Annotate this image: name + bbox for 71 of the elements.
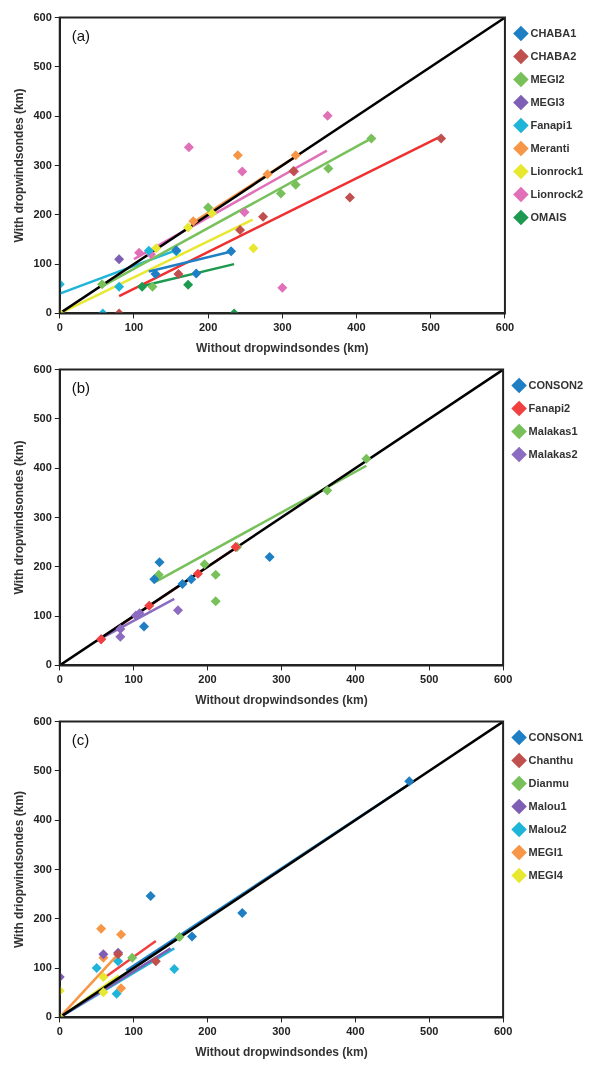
legend-label: CONSON1 xyxy=(528,730,584,743)
y-tick-label: 500 xyxy=(33,59,52,72)
x-tick-label: 600 xyxy=(493,1025,513,1038)
annotation: (b) xyxy=(71,379,91,397)
y-tick-label: 100 xyxy=(33,609,52,622)
legend-label: CHABA2 xyxy=(530,49,577,62)
y-tick-label: 200 xyxy=(33,207,52,220)
y-axis-title: With driopwindsondes (km) xyxy=(11,790,26,949)
y-axis-title: With dropwindsondes (km) xyxy=(11,88,26,243)
x-tick-label: 100 xyxy=(124,1025,143,1038)
x-tick-label: 200 xyxy=(198,1025,217,1038)
legend-label: CHABA1 xyxy=(530,26,577,39)
y-axis-title: With dropwindsondes (km) xyxy=(11,440,26,595)
legend-label: Chanthu xyxy=(528,753,574,766)
y-tick-label: 100 xyxy=(33,257,52,270)
x-tick-label: 200 xyxy=(198,673,217,686)
legend-label: Fanapi1 xyxy=(530,118,573,131)
x-tick-label: 500 xyxy=(420,673,439,686)
legend-label: Fanapi2 xyxy=(528,401,571,414)
y-tick-label: 100 xyxy=(33,961,52,974)
x-tick-label: 400 xyxy=(346,1025,365,1038)
legend-label: Dianmu xyxy=(528,776,569,789)
y-tick-label: 600 xyxy=(33,714,52,727)
x-tick-label: 0 xyxy=(56,321,63,334)
x-axis-title: Without dropwindsondes (km) xyxy=(196,341,369,356)
legend-label: MEGI2 xyxy=(530,72,565,85)
x-tick-label: 0 xyxy=(56,673,63,686)
legend-label: Lionrock1 xyxy=(530,164,584,177)
y-tick-label: 300 xyxy=(33,510,52,523)
y-tick-label: 600 xyxy=(33,362,52,375)
y-tick-label: 400 xyxy=(33,109,52,122)
x-tick-label: 200 xyxy=(198,321,218,334)
legend-label: Malakas1 xyxy=(528,424,578,437)
x-tick-label: 300 xyxy=(272,1025,291,1038)
y-tick-label: 0 xyxy=(45,1010,52,1023)
legend-label: Malakas2 xyxy=(528,447,578,460)
y-tick-label: 0 xyxy=(45,658,52,671)
y-tick-label: 0 xyxy=(45,306,52,319)
y-tick-label: 600 xyxy=(33,10,52,23)
legend-label: Malou1 xyxy=(528,799,567,812)
legend-label: Lionrock2 xyxy=(530,187,584,200)
legend-label: OMAIS xyxy=(530,210,567,223)
x-tick-label: 500 xyxy=(420,1025,439,1038)
x-tick-label: 100 xyxy=(124,673,143,686)
x-tick-label: 500 xyxy=(421,321,440,334)
legend-label: Meranti xyxy=(530,141,570,154)
legend-label: MEGI3 xyxy=(530,95,565,108)
x-tick-label: 300 xyxy=(272,673,291,686)
x-tick-label: 0 xyxy=(56,1025,63,1038)
x-tick-label: 400 xyxy=(346,673,365,686)
x-tick-label: 400 xyxy=(347,321,366,334)
x-axis-title: Without dropwindsondes (km) xyxy=(195,1045,368,1060)
y-tick-label: 200 xyxy=(33,911,52,924)
legend-label: Malou2 xyxy=(528,822,567,835)
annotation: (a) xyxy=(71,27,91,45)
y-tick-label: 300 xyxy=(33,862,52,875)
y-tick-label: 400 xyxy=(33,813,52,826)
x-tick-label: 300 xyxy=(273,321,292,334)
x-tick-label: 600 xyxy=(495,321,515,334)
x-axis-title: Without dropwindsondes (km) xyxy=(195,693,368,708)
y-tick-label: 400 xyxy=(33,461,52,474)
x-tick-label: 600 xyxy=(493,673,513,686)
legend-label: MEGI4 xyxy=(528,868,564,881)
y-tick-label: 500 xyxy=(33,411,52,424)
x-tick-label: 100 xyxy=(124,321,144,334)
legend-label: CONSON2 xyxy=(528,378,584,391)
annotation: (c) xyxy=(71,731,90,749)
legend-label: MEGI1 xyxy=(528,845,563,858)
y-tick-label: 200 xyxy=(33,559,52,572)
y-tick-label: 500 xyxy=(33,763,52,776)
y-tick-label: 300 xyxy=(33,158,52,171)
